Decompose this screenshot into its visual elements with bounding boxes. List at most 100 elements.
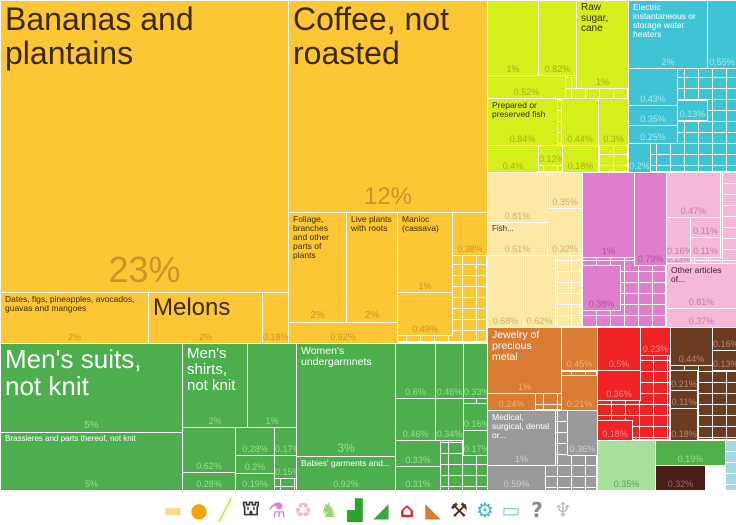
treemap-tile[interactable]: Dates, figs, pineapples, avocados, guava…: [0, 292, 149, 344]
treemap-tile[interactable]: Men's suits, not knit 5%: [0, 343, 183, 433]
treemap-tile[interactable]: 0.18%: [670, 408, 698, 441]
treemap-tile[interactable]: 0.25%: [628, 125, 678, 144]
treemap-tile[interactable]: 0.35%: [597, 440, 656, 491]
treemap-tile[interactable]: Live plants with roots 2%: [346, 212, 398, 323]
treemap-tile[interactable]: 0.11%: [670, 390, 698, 409]
miscellaneous-icon[interactable]: ?: [531, 497, 543, 522]
treemap-tile[interactable]: 0.3%: [598, 98, 629, 146]
treemap-tile[interactable]: 0.32%: [547, 208, 583, 256]
treemap-tile[interactable]: Women's undergarmnets 3%: [296, 343, 396, 457]
treemap-tile[interactable]: 0.2%: [628, 143, 651, 173]
treemap-tile[interactable]: 0.81%: [487, 172, 548, 223]
treemap-tile[interactable]: Babies' garments and... 0.92%: [296, 456, 396, 491]
treemap-tile[interactable]: 0.43%: [628, 68, 678, 106]
arts-icon[interactable]: ♆: [554, 497, 572, 522]
treemap-tile[interactable]: 0.52%: [487, 75, 566, 99]
treemap-tile[interactable]: 0.13%: [677, 100, 708, 121]
treemap-tile[interactable]: 0.59%: [487, 465, 546, 491]
treemap-tile[interactable]: 0.19%: [235, 473, 275, 491]
footwear-icon[interactable]: ◢: [373, 497, 389, 522]
treemap-tile[interactable]: 1%: [247, 343, 297, 428]
treemap-tile[interactable]: 0.36%: [567, 410, 598, 456]
treemap-tile[interactable]: 0.47%: [666, 172, 721, 218]
treemap-tile[interactable]: Raw sugar, cane 1%: [576, 0, 629, 89]
treemap-tile[interactable]: 0.5%: [597, 327, 641, 371]
treemap-tile[interactable]: 0.15%: [274, 455, 297, 479]
treemap-tile[interactable]: 0.16%: [712, 327, 736, 351]
stone-glass-icon[interactable]: ⌂: [399, 497, 415, 522]
treemap-tile[interactable]: 0.55%: [707, 0, 736, 69]
treemap-tile[interactable]: 0.38%: [582, 265, 621, 311]
treemap-tile[interactable]: 0.19%: [655, 440, 726, 466]
animal-products-icon[interactable]: ▬: [163, 497, 183, 522]
treemap-tile[interactable]: 1%: [487, 0, 539, 76]
chemical-products-icon[interactable]: ⚗: [268, 497, 286, 522]
treemap-tile[interactable]: 0.36%: [597, 370, 641, 401]
treemap-tile[interactable]: Other articles of... 0.81%: [666, 263, 736, 309]
treemap-tile[interactable]: Coffee, not roasted 12%: [288, 0, 488, 213]
treemap-tile[interactable]: 0.34%: [435, 398, 464, 441]
treemap-tile[interactable]: Manioc (cassava) 1%: [397, 212, 453, 293]
treemap-tile[interactable]: Electric instantaneous or storage water …: [628, 0, 708, 69]
treemap-tile[interactable]: 0.44%: [670, 327, 713, 366]
treemap-tile[interactable]: 0.33%: [463, 343, 488, 399]
treemap-tile[interactable]: Jewelry of precious metal 1%: [487, 327, 562, 394]
treemap-tile[interactable]: 0.62%: [523, 255, 556, 328]
treemap-tile[interactable]: 0.21%: [670, 370, 698, 391]
vegetable-products-icon[interactable]: ●: [190, 497, 208, 522]
treemap-tile[interactable]: 0.11%: [690, 237, 721, 258]
treemap-tile[interactable]: 0.38%: [452, 212, 488, 256]
treemap-tile[interactable]: Medical, surgical, dental or... 1%: [487, 410, 556, 466]
treemap-tile[interactable]: 0.6%: [395, 343, 436, 399]
treemap-tile[interactable]: 0.28%: [235, 427, 275, 456]
treemap-tile[interactable]: 0.11%: [690, 217, 721, 238]
treemap-tile[interactable]: Prepared or preserved fish 0.84%: [487, 98, 558, 146]
treemap-tile[interactable]: 0.31%: [395, 466, 441, 491]
treemap-tile[interactable]: 0.62%: [288, 322, 398, 344]
treemap-tile[interactable]: 0.44%: [561, 98, 599, 146]
foodstuffs-icon[interactable]: ╱: [218, 497, 232, 522]
treemap-tile[interactable]: 0.45%: [561, 327, 598, 371]
tools-icon[interactable]: ⚒: [450, 497, 468, 522]
treemap-tile[interactable]: 0.21%: [561, 375, 598, 411]
treemap-tile[interactable]: 0.18%: [262, 292, 289, 344]
treemap-tile[interactable]: 0.28%: [182, 472, 236, 491]
treemap-tile[interactable]: 0.33%: [395, 440, 441, 467]
treemap-tile[interactable]: 0.16%: [666, 217, 691, 258]
treemap-tile[interactable]: 0.24%: [487, 393, 536, 411]
treemap-tile[interactable]: 0.13%: [712, 350, 736, 371]
transportation-icon[interactable]: ▭: [501, 497, 521, 522]
treemap-tile[interactable]: 1%: [582, 172, 635, 258]
treemap-tile[interactable]: Melons 2%: [148, 292, 263, 344]
treemap-tile[interactable]: 0.12%: [538, 145, 563, 166]
plastics-rubbers-icon[interactable]: ♻: [294, 497, 312, 522]
treemap-tile[interactable]: Men's shirts, not knit 2%: [182, 343, 248, 428]
treemap-tile[interactable]: 0.46%: [395, 398, 436, 441]
treemap-tile[interactable]: 0.16%: [463, 403, 488, 431]
treemap-tile[interactable]: 0.79%: [634, 172, 667, 266]
treemap-tile[interactable]: 0.46%: [435, 343, 464, 399]
treemap-tile[interactable]: 0.18%: [597, 420, 633, 441]
mineral-products-icon[interactable]: ⛫: [241, 496, 261, 520]
textiles-icon[interactable]: ▟: [347, 497, 363, 522]
treemap-tile[interactable]: 0.49%: [397, 292, 453, 336]
metals-icon[interactable]: ◣: [425, 497, 441, 522]
animal-hides-icon[interactable]: ♞: [320, 497, 338, 522]
treemap-tile[interactable]: Bananas and plantains 23%: [0, 0, 289, 293]
treemap-tile[interactable]: 0.35%: [547, 172, 583, 209]
treemap-tile[interactable]: Fish... 0.51%: [487, 222, 548, 256]
treemap-tile[interactable]: 0.23%: [640, 327, 671, 356]
treemap-tile[interactable]: 0.37%: [666, 308, 736, 328]
treemap-tile[interactable]: 0.68%: [487, 255, 524, 328]
treemap-tile[interactable]: 0.82%: [538, 0, 577, 76]
treemap-tile[interactable]: Foliage, branches and other parts of pla…: [288, 212, 347, 323]
treemap-tile[interactable]: 0.4%: [487, 145, 539, 173]
treemap-tile[interactable]: Brassieres and parts thereof, not knit 5%: [0, 432, 183, 491]
treemap-tile[interactable]: 0.17%: [463, 430, 488, 456]
machines-icon[interactable]: ⚙: [476, 497, 494, 522]
treemap-tile[interactable]: 0.32%: [655, 465, 706, 491]
treemap-tile[interactable]: 0.17%: [274, 427, 297, 456]
treemap-tile[interactable]: 0.2%: [235, 455, 275, 474]
treemap-tile[interactable]: 0.18%: [562, 145, 599, 173]
treemap-tile[interactable]: 0.62%: [182, 427, 236, 473]
